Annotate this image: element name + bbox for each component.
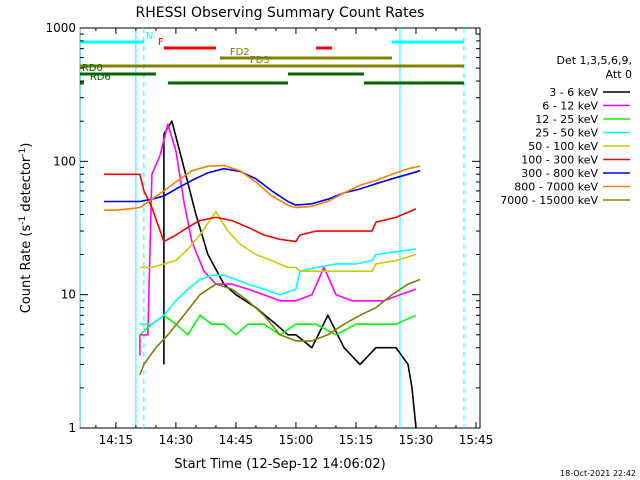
flag-label-n: N [146,31,153,42]
series-line-300-800-kev [103,167,421,206]
y-tick-label-10: 10 [61,288,76,302]
x-tick-label-15-45: 15:45 [459,433,494,447]
series-line-6-12-kev [139,123,417,356]
y-axis-label-sup2: -1 [18,148,28,157]
chart-title: RHESSI Observing Summary Count Rates [136,5,425,21]
legend-label-800-7000-kev: 800 - 7000 keV [514,181,598,194]
legend-label-6-12-kev: 6 - 12 keV [542,100,598,113]
x-tick-label-15-30: 15:30 [399,433,434,447]
flag-label-rd0: RD0 [82,63,103,74]
vertical-markers [79,28,465,428]
x-tick-label-15-15: 15:15 [339,433,374,447]
flag-label-fd2: FD2 [230,47,250,58]
series-line-7000-15000-kev [139,278,421,376]
legend-label-3-6-kev: 3 - 6 keV [549,86,598,99]
flag-label-rd6: RD6 [90,72,111,83]
y-tick-label-1: 1 [68,421,76,435]
series-line-800-7000-kev [103,164,421,211]
series-lines [103,120,421,429]
legend-label-100-300-kev: 100 - 300 keV [521,154,598,167]
legend-header-line2: Att 0 [606,68,632,81]
y-axis-label-end: ) [19,143,34,148]
y-axis-label-sup1: -1 [18,216,28,225]
x-tick-label-14-45: 14:45 [219,433,254,447]
y-axis: 1 10 100 1000 [45,21,480,435]
y-tick-label-1000: 1000 [45,21,76,35]
legend-label-25-50-kev: 25 - 50 keV [535,127,598,140]
x-tick-label-14-15: 14:15 [99,433,134,447]
legend-label-300-800-kev: 300 - 800 keV [521,167,598,180]
y-axis-label-mid: detector [19,156,34,216]
y-axis-label: Count Rate (s-1 detector-1) [18,143,34,314]
legend-label-50-100-kev: 50 - 100 keV [528,140,598,153]
legend-label-12-25-kev: 12 - 25 keV [535,113,598,126]
y-tick-label-100: 100 [53,154,76,168]
series-line-50-100-kev [139,210,417,272]
series-line-25-50-kev [139,248,417,325]
flag-label-fd3: FD3 [250,55,270,66]
legend-label-7000-15000-kev: 7000 - 15000 keV [500,194,598,207]
x-tick-label-14-30: 14:30 [159,433,194,447]
x-axis-label: Start Time (12-Sep-12 14:06:02) [174,457,385,472]
x-tick-label-15-00: 15:00 [279,433,314,447]
legend-header-line1: Det 1,3,5,6,9, [556,54,632,67]
render-timestamp: 18-Oct-2021 22:42 [560,469,636,478]
x-axis: 14:15 14:30 14:45 15:00 15:15 15:30 15:45 [95,28,494,447]
flag-label-f: F [158,37,164,48]
y-axis-label-main: Count Rate (s [19,225,34,314]
